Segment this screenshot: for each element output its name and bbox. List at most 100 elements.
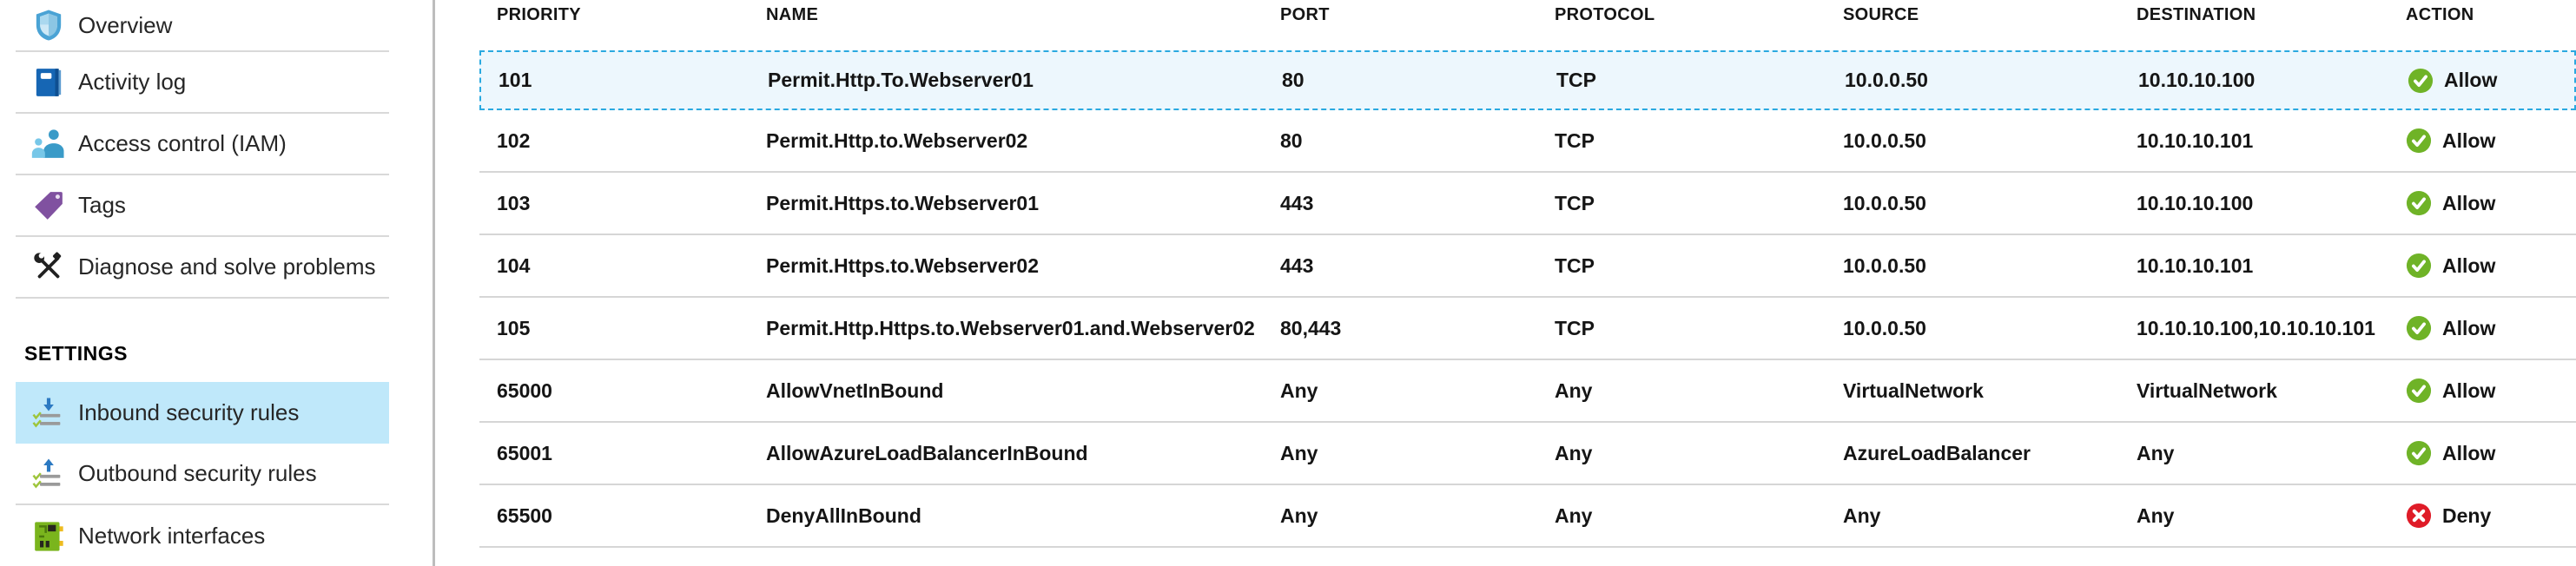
cell-protocol: TCP [1555, 128, 1595, 152]
sidebar: Overview Activity log Access control (IAM)… [0, 0, 408, 566]
table-row[interactable]: 104 Permit.Https.to.Webserver02 443 TCP 10.0… [479, 235, 2576, 298]
sidebar-item-label: Diagnose and solve problems [78, 253, 376, 280]
cell-name: Permit.Http.Https.to.Webserver01.and.Web… [766, 316, 1255, 339]
cell-destination: 10.10.10.101 [2137, 128, 2254, 152]
table-row[interactable]: 101 Permit.Http.To.Webserver01 80 TCP 10.0.0… [479, 50, 2576, 110]
sidebar-item-activity-log[interactable]: Activity log [16, 52, 389, 114]
cell-port: 80 [1282, 69, 1305, 91]
cell-priority: 103 [497, 191, 531, 214]
sidebar-item-diagnose-and-solve-problems[interactable]: Diagnose and solve problems [16, 237, 389, 299]
table-body: 101 Permit.Http.To.Webserver01 80 TCP 10.0.0… [479, 50, 2576, 548]
cell-name: Permit.Http.To.Webserver01 [768, 69, 1034, 91]
sidebar-item-tags[interactable]: Tags [16, 175, 389, 237]
cell-port: 80,443 [1280, 316, 1342, 339]
action-label: Allow [2442, 253, 2496, 277]
table-row[interactable]: 105 Permit.Http.Https.to.Webserver01.and.… [479, 298, 2576, 360]
inbound-rules-table: PRIORITY NAME PORT PROTOCOL SOURCE DESTINATIO… [479, 0, 2576, 566]
table-row[interactable]: 102 Permit.Http.to.Webserver02 80 TCP 10.0.0… [479, 110, 2576, 173]
sidebar-item-label: Network interfaces [78, 523, 266, 549]
book-icon [31, 65, 66, 100]
table-row[interactable]: 103 Permit.Https.to.Webserver01 443 TCP 10.0… [479, 173, 2576, 235]
cell-port: Any [1280, 441, 1318, 464]
cell-destination: 10.10.10.100,10.10.10.101 [2137, 316, 2375, 339]
action-label: Allow [2442, 128, 2496, 152]
sidebar-item-inbound-security-rules[interactable]: Inbound security rules [16, 382, 389, 444]
sidebar-item-label: Outbound security rules [78, 460, 317, 486]
sidebar-item-label: Activity log [78, 69, 187, 95]
cell-source: VirtualNetwork [1843, 378, 1984, 402]
sidebar-item-label: Overview [78, 11, 173, 38]
cell-source: Any [1843, 503, 1881, 527]
cell-action: Allow [2408, 68, 2574, 94]
cell-destination: VirtualNetwork [2137, 378, 2277, 402]
cell-protocol: Any [1555, 378, 1593, 402]
cell-port: Any [1280, 378, 1318, 402]
cell-destination: 10.10.10.101 [2137, 253, 2254, 277]
table-row[interactable]: 65000 AllowVnetInBound Any Any VirtualNetwor… [479, 360, 2576, 423]
action-label: Allow [2442, 441, 2496, 464]
allow-icon [2408, 68, 2434, 94]
sidebar-item-outbound-security-rules[interactable]: Outbound security rules [16, 444, 389, 505]
column-header-destination: DESTINATION [2137, 4, 2256, 24]
cell-destination: Any [2137, 441, 2175, 464]
cell-destination: Any [2137, 503, 2175, 527]
cell-protocol: Any [1555, 503, 1593, 527]
cell-name: Permit.Http.to.Webserver02 [766, 128, 1028, 152]
cell-source: 10.0.0.50 [1843, 128, 1926, 152]
cell-source: 10.0.0.50 [1843, 316, 1926, 339]
sidebar-menu: Overview Activity log Access control (IAM)… [16, 0, 389, 566]
cell-destination: 10.10.10.100 [2138, 69, 2256, 91]
cell-source: 10.0.0.50 [1843, 191, 1926, 214]
cell-name: Permit.Https.to.Webserver01 [766, 191, 1040, 214]
table-row[interactable]: 65001 AllowAzureLoadBalancerInBound Any Any… [479, 423, 2576, 485]
sidebar-item-label: Inbound security rules [78, 399, 300, 425]
cell-source: 10.0.0.50 [1845, 69, 1928, 91]
column-header-source: SOURCE [1843, 4, 1919, 24]
action-label: Deny [2442, 503, 2492, 527]
cell-priority: 104 [497, 253, 531, 277]
outbound-rules-icon [31, 457, 66, 491]
cell-priority: 65000 [497, 378, 552, 402]
cell-port: 443 [1280, 191, 1314, 214]
action-label: Allow [2442, 378, 2496, 402]
cell-name: AllowAzureLoadBalancerInBound [766, 441, 1088, 464]
people-icon [31, 127, 66, 161]
cell-action: Allow [2406, 190, 2576, 216]
sidebar-item-network-interfaces[interactable]: Network interfaces [16, 505, 389, 566]
inbound-rules-icon [31, 396, 66, 431]
cell-priority: 105 [497, 316, 531, 339]
action-label: Allow [2442, 191, 2496, 214]
cell-action: Allow [2406, 378, 2576, 404]
sidebar-section-header: SETTINGS [24, 341, 129, 365]
cell-priority: 65500 [497, 503, 552, 527]
cell-protocol: TCP [1555, 316, 1595, 339]
cell-protocol: TCP [1555, 253, 1595, 277]
allow-icon [2406, 190, 2432, 216]
nic-icon [31, 519, 66, 554]
sidebar-item-label: Tags [78, 192, 126, 218]
cell-priority: 65001 [497, 441, 552, 464]
deny-icon [2406, 503, 2432, 529]
cell-name: AllowVnetInBound [766, 378, 944, 402]
cell-action: Allow [2406, 315, 2576, 341]
action-label: Allow [2444, 69, 2498, 91]
allow-icon [2406, 128, 2432, 154]
table-row[interactable]: 65500 DenyAllInBound Any Any Any Any Deny [479, 485, 2576, 548]
sidebar-item-access-control-iam[interactable]: Access control (IAM) [16, 114, 389, 175]
shield-icon [31, 8, 66, 43]
allow-icon [2406, 315, 2432, 341]
cell-destination: 10.10.10.100 [2137, 191, 2254, 214]
cell-priority: 102 [497, 128, 531, 152]
cell-protocol: TCP [1556, 69, 1596, 91]
cell-name: Permit.Https.to.Webserver02 [766, 253, 1040, 277]
cell-protocol: TCP [1555, 191, 1595, 214]
column-header-name: NAME [766, 4, 819, 24]
cell-priority: 101 [499, 69, 532, 91]
sidebar-item-overview[interactable]: Overview [16, 0, 389, 52]
cell-port: 443 [1280, 253, 1314, 277]
allow-icon [2406, 378, 2432, 404]
tag-icon [31, 188, 66, 223]
cell-port: Any [1280, 503, 1318, 527]
cell-action: Deny [2406, 503, 2576, 529]
